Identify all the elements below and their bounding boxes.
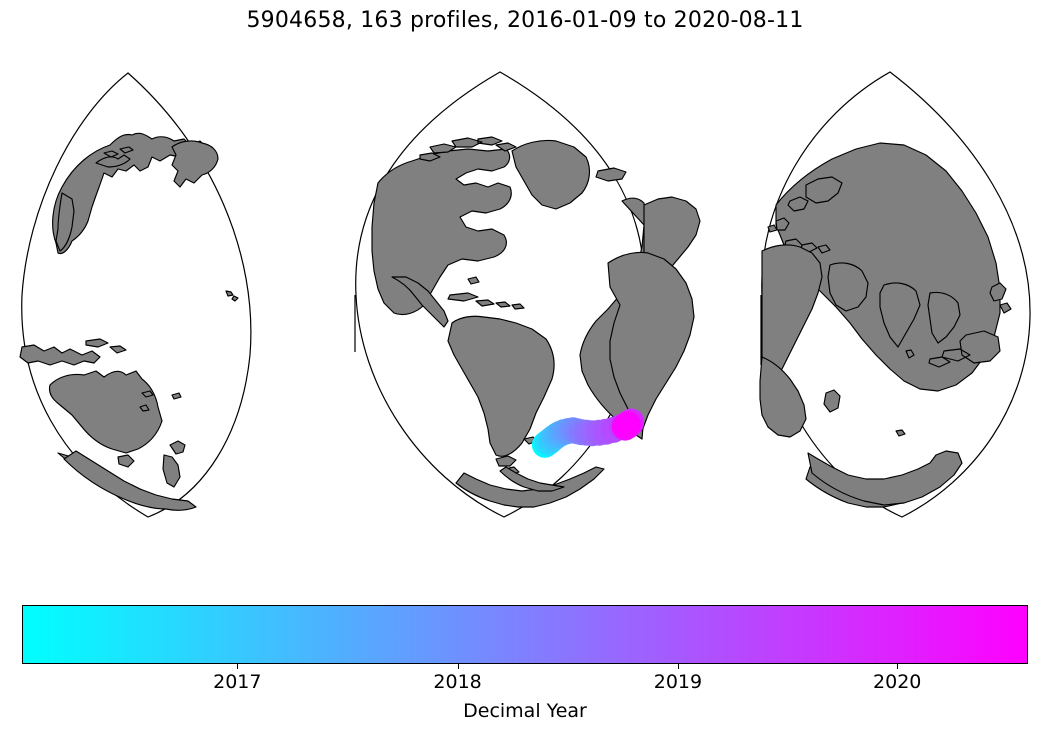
land-greenland — [511, 139, 591, 210]
land-madagascar — [823, 389, 841, 413]
land-iceland — [595, 167, 627, 182]
land-india — [879, 282, 921, 348]
land-arctic-islands-left — [103, 146, 134, 158]
colorbar-tick-2019 — [677, 664, 679, 669]
colorbar[interactable] — [22, 605, 1028, 664]
colorbar-gradient — [22, 605, 1028, 664]
colorbar-tick-2020 — [897, 664, 899, 669]
land-british-isles — [767, 217, 790, 233]
land-antarctica-center — [455, 466, 605, 508]
land-north-america — [371, 148, 512, 316]
colorbar-tick-2017 — [237, 664, 239, 669]
land-indonesia-png — [19, 338, 127, 366]
land-central-america — [391, 276, 449, 328]
land-hawaii — [225, 290, 239, 302]
land-south-america — [447, 315, 555, 457]
colorbar-ticklabel-2018: 2018 — [433, 671, 482, 693]
world-map — [19, 71, 1031, 518]
land-sri-lanka — [905, 349, 915, 359]
land-tasmania — [117, 454, 135, 468]
land-caribbean — [447, 292, 525, 310]
land-new-zealand — [162, 440, 186, 488]
land-borneo — [928, 330, 1001, 368]
colorbar-label: Decimal Year — [463, 700, 587, 722]
land-japan — [989, 282, 1012, 314]
colorbar-ticklabel-2019: 2019 — [653, 671, 703, 693]
land-eastern-siberia — [52, 132, 207, 255]
land-antarctica-right2 — [807, 450, 963, 506]
land-scandinavia — [787, 176, 843, 212]
land-bahamas — [467, 276, 480, 285]
land-africa-center-edge — [607, 251, 695, 432]
land-kerguelen — [895, 429, 906, 437]
lobe-outline-right — [761, 71, 1031, 518]
lobe-outline-left — [21, 72, 252, 518]
land-kamchatka — [55, 192, 75, 252]
land-southern-africa — [759, 356, 807, 438]
colorbar-tick-2018 — [457, 664, 459, 669]
colorbar-ticklabel-2017: 2017 — [213, 671, 262, 693]
land-pacific-islands — [139, 390, 182, 412]
land-alaska — [171, 140, 219, 188]
page-title: 5904658, 163 profiles, 2016-01-09 to 202… — [246, 8, 804, 33]
land-australia — [48, 370, 163, 454]
colorbar-tick-group: 2017 2018 2019 2020 — [22, 664, 1028, 704]
land-southeast-asia — [927, 291, 961, 344]
trajectory-point[interactable] — [614, 411, 641, 438]
land-antarctica-left2 — [63, 450, 197, 511]
land-canadian-arctic — [419, 136, 517, 162]
map-axes[interactable] — [0, 55, 1050, 535]
colorbar-ticklabel-2020: 2020 — [873, 671, 922, 693]
trajectory-points[interactable] — [531, 408, 645, 458]
land-arabia — [827, 262, 869, 312]
land-antarctic-peninsula — [499, 466, 565, 492]
